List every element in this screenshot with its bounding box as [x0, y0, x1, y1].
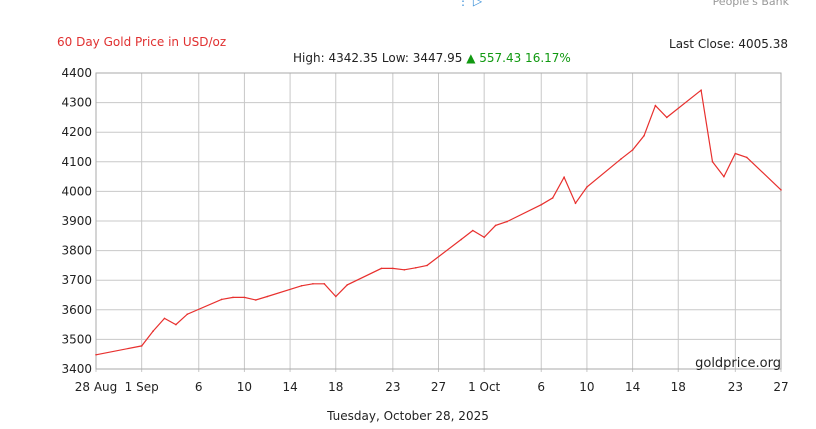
x-tick-label: 1 Oct	[468, 380, 500, 394]
x-tick-label: 1 Sep	[125, 380, 159, 394]
watermark: goldprice.org	[695, 356, 781, 371]
price-point	[255, 299, 257, 301]
price-point	[654, 104, 657, 107]
price-point	[243, 296, 246, 299]
partial-toolbar-icons: ⋮ ▷	[457, 0, 483, 8]
price-point	[392, 267, 394, 270]
price-stats: High: 4342.35 Low: 3447.95 ▲ 557.43 16.1…	[293, 51, 571, 65]
x-tick-label: 23	[385, 380, 400, 394]
price-point	[723, 175, 725, 178]
price-point	[232, 296, 234, 299]
last-close: Last Close: 4005.38	[669, 37, 788, 51]
price-point	[780, 189, 782, 191]
x-tick-label: 27	[773, 380, 788, 394]
price-point	[380, 267, 383, 270]
x-tick-label: 14	[282, 380, 297, 394]
chart-title: 60 Day Gold Price in USD/oz	[57, 35, 227, 49]
price-point	[140, 345, 143, 347]
price-point	[266, 295, 269, 298]
price-point	[746, 156, 748, 159]
price-point	[551, 197, 554, 199]
chart-grid	[95, 72, 782, 372]
up-arrow-icon: ▲	[466, 51, 476, 65]
y-tick-label: 4400	[61, 66, 92, 80]
x-tick-label: 10	[237, 380, 252, 394]
price-point	[472, 229, 474, 232]
price-line	[95, 89, 782, 356]
price-point	[631, 149, 634, 151]
price-point	[483, 236, 486, 239]
y-tick-label: 3500	[61, 332, 92, 346]
price-point	[494, 224, 497, 227]
price-point	[734, 152, 737, 155]
x-tick-label: 6	[195, 380, 203, 394]
date-caption: Tuesday, October 28, 2025	[327, 409, 489, 423]
price-point	[163, 317, 166, 320]
y-tick-label: 3900	[61, 214, 92, 228]
x-axis-ticks: 28 Aug 1 Sep 6 10 14 18 23 27 1 Oct 6 10 14 18 23 27	[75, 380, 789, 394]
price-point	[220, 298, 223, 301]
change-value: 557.43 16.17%	[479, 51, 571, 65]
price-point	[643, 135, 645, 137]
y-tick-label: 4300	[61, 96, 92, 110]
partial-bank-label: People's Bank	[712, 0, 789, 8]
x-tick-label: 14	[625, 380, 640, 394]
price-point	[426, 264, 428, 267]
y-axis-ticks: 3400 3500 3600 3700 3800 3900 4000 4100 4200 4300…	[61, 66, 92, 376]
price-point	[323, 283, 326, 285]
price-point	[586, 186, 588, 188]
price-point	[700, 89, 702, 91]
data-points	[95, 89, 782, 356]
y-tick-label: 3800	[61, 244, 92, 258]
x-tick-label: 23	[728, 380, 743, 394]
price-point	[95, 354, 97, 356]
x-tick-label: 6	[537, 380, 545, 394]
x-tick-label: 28 Aug	[75, 380, 118, 394]
price-point	[300, 285, 303, 287]
x-tick-label: 18	[671, 380, 686, 394]
price-point	[152, 330, 154, 332]
plot-frame	[95, 72, 782, 370]
x-tick-label: 27	[431, 380, 446, 394]
y-tick-label: 3400	[61, 362, 92, 376]
price-point	[312, 283, 314, 285]
x-tick-label: 10	[579, 380, 594, 394]
y-tick-label: 3600	[61, 303, 92, 317]
high-value: High: 4342.35	[293, 51, 379, 65]
price-point	[175, 323, 177, 326]
price-point	[666, 116, 668, 119]
price-point	[414, 267, 417, 269]
price-point	[574, 202, 577, 204]
price-point	[186, 313, 189, 316]
price-point	[346, 284, 349, 286]
price-point	[563, 176, 565, 178]
price-point	[506, 220, 508, 223]
y-tick-label: 4000	[61, 184, 92, 198]
price-point	[403, 269, 406, 271]
price-point	[460, 238, 463, 241]
y-tick-label: 3700	[61, 273, 92, 287]
price-point	[711, 161, 714, 163]
y-tick-label: 4100	[61, 155, 92, 169]
price-point	[620, 158, 622, 160]
low-value: Low: 3447.95	[381, 51, 463, 65]
price-point	[335, 295, 337, 298]
price-point	[540, 203, 543, 206]
x-tick-label: 18	[328, 380, 343, 394]
y-tick-label: 4200	[61, 125, 92, 139]
